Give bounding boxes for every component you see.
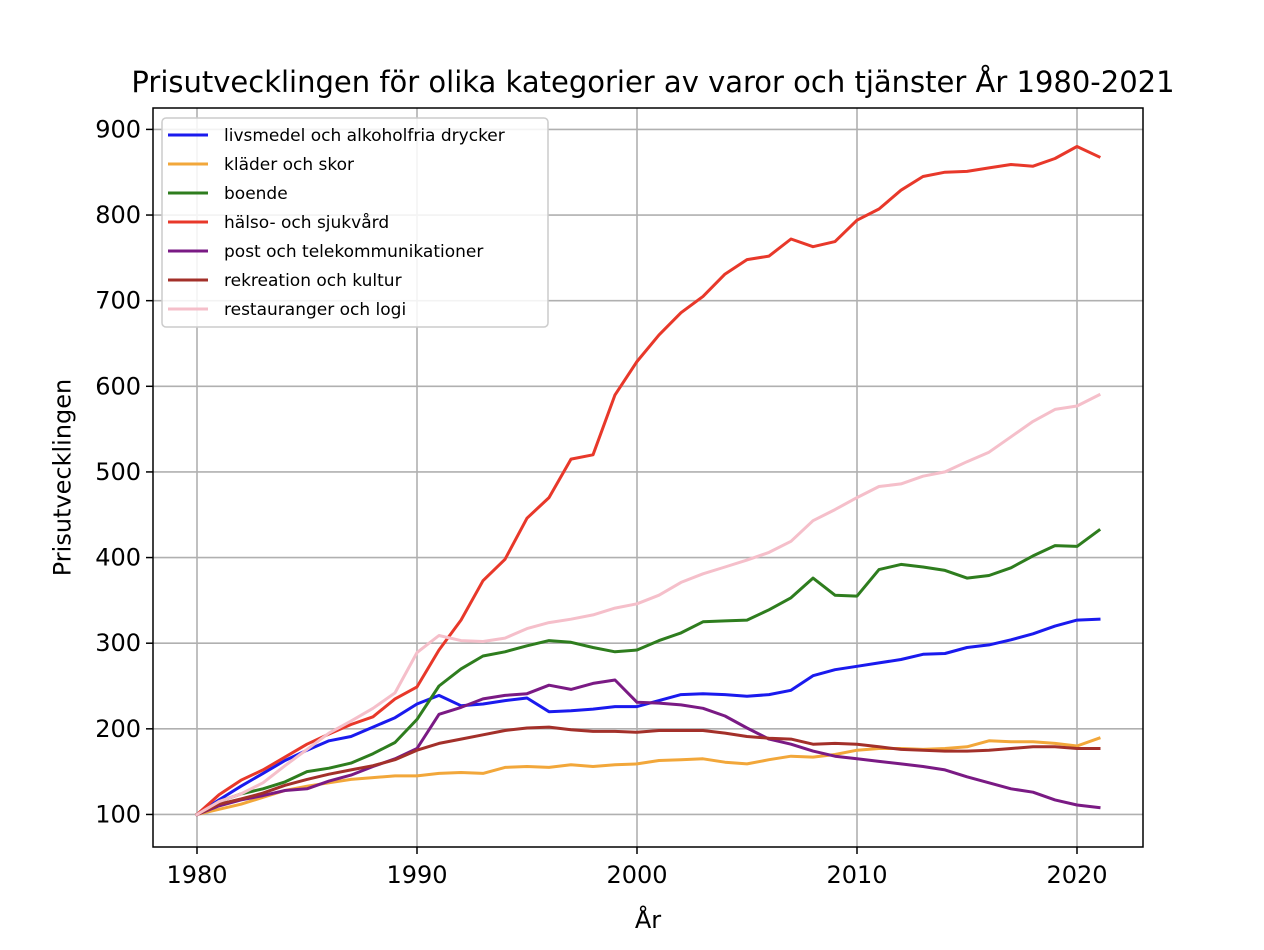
- y-tick-label: 300: [95, 629, 141, 657]
- series-line-6: [195, 725, 1101, 817]
- x-tick-label: 1980: [166, 861, 227, 889]
- y-tick-label: 900: [95, 115, 141, 143]
- y-tick-label: 600: [95, 372, 141, 400]
- legend-entry-label: restauranger och logi: [224, 300, 406, 320]
- series-line-2: [195, 736, 1101, 817]
- y-tick-label: 700: [95, 287, 141, 315]
- y-tick-label: 400: [95, 544, 141, 572]
- y-tick-label: 100: [95, 800, 141, 828]
- legend-entry-label: post och telekommunikationer: [224, 242, 483, 262]
- series-line-7: [194, 392, 1102, 817]
- legend-entry-label: kläder och skor: [224, 155, 354, 175]
- y-tick-label: 500: [95, 458, 141, 486]
- x-axis-title: År: [635, 905, 661, 934]
- series-line-4: [194, 145, 1101, 817]
- legend-entry-label: livsmedel och alkoholfria drycker: [224, 126, 505, 146]
- chart-title: Prisutvecklingen för olika kategorier av…: [131, 65, 1174, 99]
- y-axis-ticks: 100 200 300 400 500 600 700 800 900: [95, 115, 153, 828]
- y-tick-label: 800: [95, 201, 141, 229]
- y-axis-title: Prisutvecklingen: [48, 379, 76, 577]
- series-layer: [194, 145, 1102, 817]
- x-tick-label: 1990: [386, 861, 447, 889]
- y-tick-label: 200: [95, 715, 141, 743]
- plot-frame: [152, 107, 1144, 848]
- x-tick-label: 2010: [826, 861, 887, 889]
- x-tick-label: 2000: [606, 861, 667, 889]
- legend: livsmedel och alkoholfria drycker kläder …: [161, 117, 549, 328]
- legend-entry-label: hälso- och sjukvård: [224, 212, 389, 233]
- legend-entry-label: boende: [224, 184, 288, 204]
- x-tick-label: 2020: [1046, 861, 1107, 889]
- legend-box: [161, 117, 549, 328]
- grid-lines: [153, 108, 1143, 847]
- series-line-3: [194, 528, 1102, 817]
- series-line-5: [195, 678, 1101, 817]
- legend-entry-label: rekreation och kultur: [224, 271, 402, 291]
- x-axis-ticks: 1980 1990 2000 2010 2020: [166, 847, 1108, 889]
